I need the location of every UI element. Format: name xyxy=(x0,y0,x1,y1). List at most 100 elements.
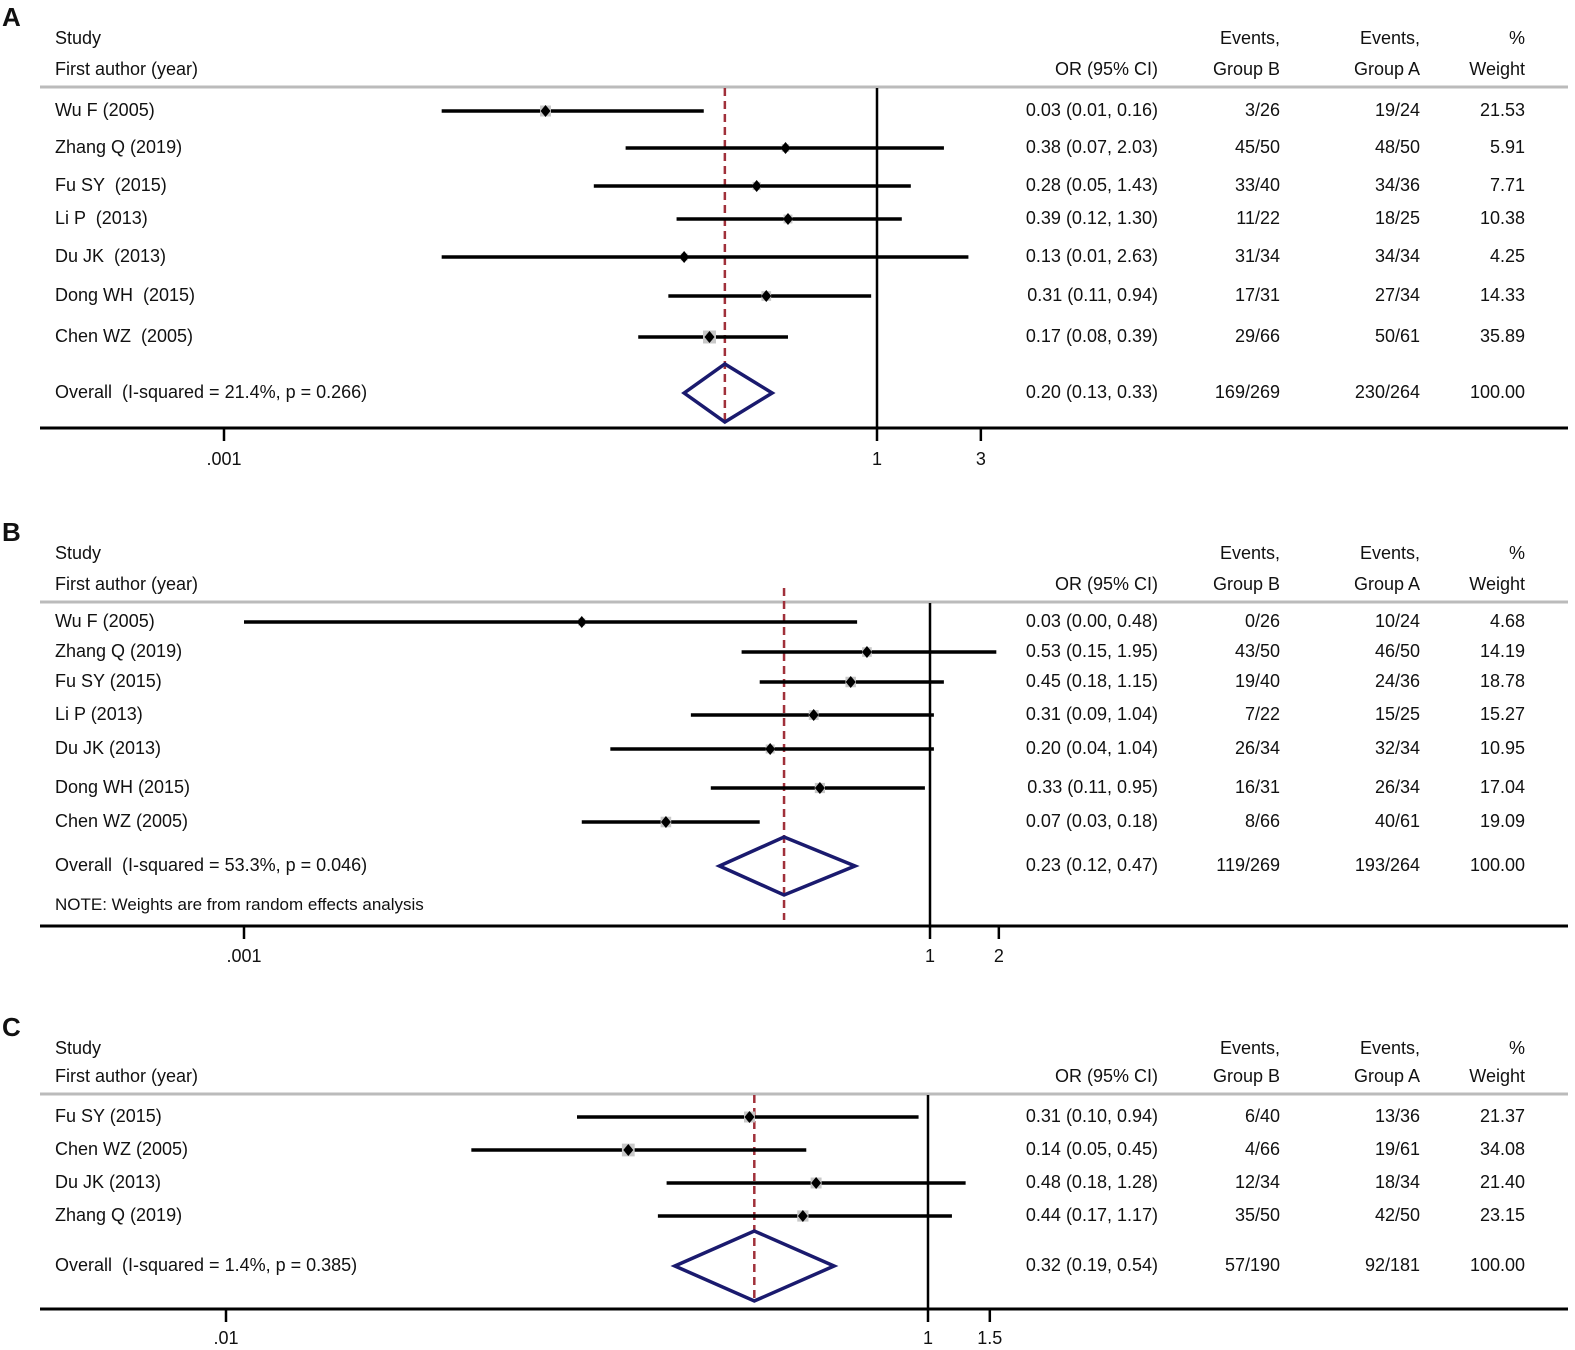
events-group-b: 0/26 xyxy=(1244,611,1280,631)
study-label: Zhang Q (2019) xyxy=(55,641,183,661)
header-or: OR (95% CI) xyxy=(1054,574,1158,594)
or-ci-value: 0.03 (0.01, 0.16) xyxy=(1025,100,1158,120)
events-group-a: 48/50 xyxy=(1374,137,1420,157)
or-ci-value: 0.07 (0.03, 0.18) xyxy=(1025,811,1158,831)
forest-plot-area: .01 1 1.5 xyxy=(40,1092,1568,1348)
study-label: Du JK (2013) xyxy=(55,1172,162,1192)
header-first-author: First author (year) xyxy=(55,59,199,79)
or-ci-value: 0.31 (0.11, 0.94) xyxy=(1027,285,1158,305)
events-group-a: 19/24 xyxy=(1374,100,1420,120)
events-group-b: 3/26 xyxy=(1244,100,1280,120)
point-estimate-marker xyxy=(761,290,772,302)
header-weight: Weight xyxy=(1469,59,1525,79)
or-ci-value: 0.39 (0.12, 1.30) xyxy=(1025,208,1158,228)
events-group-b: 6/40 xyxy=(1244,1106,1280,1126)
point-estimate-marker xyxy=(814,782,825,794)
panel-label: C xyxy=(2,1012,21,1042)
overall-events-group-b: 119/269 xyxy=(1216,855,1280,875)
point-estimate-marker xyxy=(540,105,551,117)
forest-panel-b: B Study First author (year) OR (95% CI) … xyxy=(0,515,1575,985)
overall-label: Overall (I-squared = 1.4%, p = 0.385) xyxy=(55,1255,358,1275)
weight-value: 19.09 xyxy=(1479,811,1525,831)
overall-or-ci-value: 0.32 (0.19, 0.54) xyxy=(1025,1255,1158,1275)
x-tick-label: 1.5 xyxy=(977,1328,1002,1348)
events-group-a: 42/50 xyxy=(1374,1205,1420,1225)
events-group-a: 26/34 xyxy=(1374,777,1420,797)
weight-value: 23.15 xyxy=(1479,1205,1525,1225)
events-group-a: 24/36 xyxy=(1374,671,1420,691)
x-tick-label: .001 xyxy=(226,946,261,966)
events-group-b: 33/40 xyxy=(1234,175,1280,195)
study-label: Zhang Q (2019) xyxy=(55,137,183,157)
overall-events-group-a: 92/181 xyxy=(1364,1255,1420,1275)
weight-value: 21.40 xyxy=(1479,1172,1525,1192)
point-estimate-marker xyxy=(811,1177,822,1189)
or-ci-value: 0.53 (0.15, 1.95) xyxy=(1025,641,1158,661)
or-ci-value: 0.28 (0.05, 1.43) xyxy=(1025,175,1158,195)
point-estimate-marker xyxy=(765,743,776,755)
events-group-b: 4/66 xyxy=(1244,1139,1280,1159)
events-group-a: 19/61 xyxy=(1374,1139,1420,1159)
x-tick-label: .01 xyxy=(213,1328,238,1348)
header-percent: % xyxy=(1508,28,1525,48)
events-group-b: 35/50 xyxy=(1234,1205,1280,1225)
forest-panel-c: C Study First author (year) OR (95% CI) … xyxy=(0,1010,1575,1350)
point-estimate-marker xyxy=(808,709,819,721)
overall-label: Overall (I-squared = 21.4%, p = 0.266) xyxy=(55,382,368,402)
header-or: OR (95% CI) xyxy=(1054,59,1158,79)
or-ci-value: 0.03 (0.00, 0.48) xyxy=(1025,611,1158,631)
weight-value: 34.08 xyxy=(1479,1139,1525,1159)
events-group-a: 18/34 xyxy=(1374,1172,1420,1192)
point-estimate-marker xyxy=(623,1144,634,1156)
forest-panel-a: A Study First author (year) OR (95% CI) … xyxy=(0,0,1575,475)
x-tick-label: 2 xyxy=(994,946,1004,966)
or-ci-value: 0.45 (0.18, 1.15) xyxy=(1025,671,1158,691)
weight-value: 4.25 xyxy=(1489,246,1525,266)
header-events-a: Events, xyxy=(1359,1038,1420,1058)
events-group-a: 34/36 xyxy=(1374,175,1420,195)
study-label: Fu SY (2015) xyxy=(55,175,167,195)
point-estimate-marker xyxy=(744,1111,755,1123)
events-group-a: 34/34 xyxy=(1374,246,1420,266)
events-group-b: 11/22 xyxy=(1236,208,1280,228)
point-estimate-marker xyxy=(751,180,762,192)
point-estimate-marker xyxy=(780,142,791,154)
point-estimate-marker xyxy=(797,1210,808,1222)
point-estimate-marker xyxy=(861,646,872,658)
weight-value: 7.71 xyxy=(1489,175,1525,195)
study-label: Wu F (2005) xyxy=(55,100,155,120)
events-group-a: 40/61 xyxy=(1374,811,1420,831)
overall-label: Overall (I-squared = 53.3%, p = 0.046) xyxy=(55,855,368,875)
overall-diamond xyxy=(670,1229,839,1303)
header-events-a: Events, xyxy=(1359,28,1420,48)
x-tick-label: 1 xyxy=(872,449,882,469)
events-group-a: 50/61 xyxy=(1374,326,1420,346)
weight-value: 21.53 xyxy=(1479,100,1525,120)
study-label: Dong WH (2015) xyxy=(55,285,196,305)
weight-value: 10.95 xyxy=(1479,738,1525,758)
events-group-b: 17/31 xyxy=(1234,285,1280,305)
or-ci-value: 0.17 (0.08, 0.39) xyxy=(1025,326,1158,346)
weight-value: 35.89 xyxy=(1479,326,1525,346)
study-label: Li P (2013) xyxy=(55,704,143,724)
study-label: Li P (2013) xyxy=(55,208,148,228)
overall-events-group-b: 57/190 xyxy=(1224,1255,1280,1275)
or-ci-value: 0.13 (0.01, 2.63) xyxy=(1025,246,1158,266)
events-group-b: 26/34 xyxy=(1234,738,1280,758)
events-group-a: 18/25 xyxy=(1374,208,1420,228)
weight-value: 18.78 xyxy=(1479,671,1525,691)
header-percent: % xyxy=(1508,1038,1525,1058)
events-group-b: 29/66 xyxy=(1234,326,1280,346)
forest-plot-area: .001 1 3 xyxy=(40,85,1568,469)
weight-value: 4.68 xyxy=(1489,611,1525,631)
overall-diamond xyxy=(715,835,860,897)
events-group-b: 43/50 xyxy=(1234,641,1280,661)
events-group-b: 8/66 xyxy=(1244,811,1280,831)
header-group-a: Group A xyxy=(1353,1066,1420,1086)
study-label: Zhang Q (2019) xyxy=(55,1205,183,1225)
events-group-a: 46/50 xyxy=(1374,641,1420,661)
study-label: Dong WH (2015) xyxy=(55,777,191,797)
header-first-author: First author (year) xyxy=(55,1066,199,1086)
header-group-a: Group A xyxy=(1353,574,1420,594)
events-group-a: 32/34 xyxy=(1374,738,1420,758)
